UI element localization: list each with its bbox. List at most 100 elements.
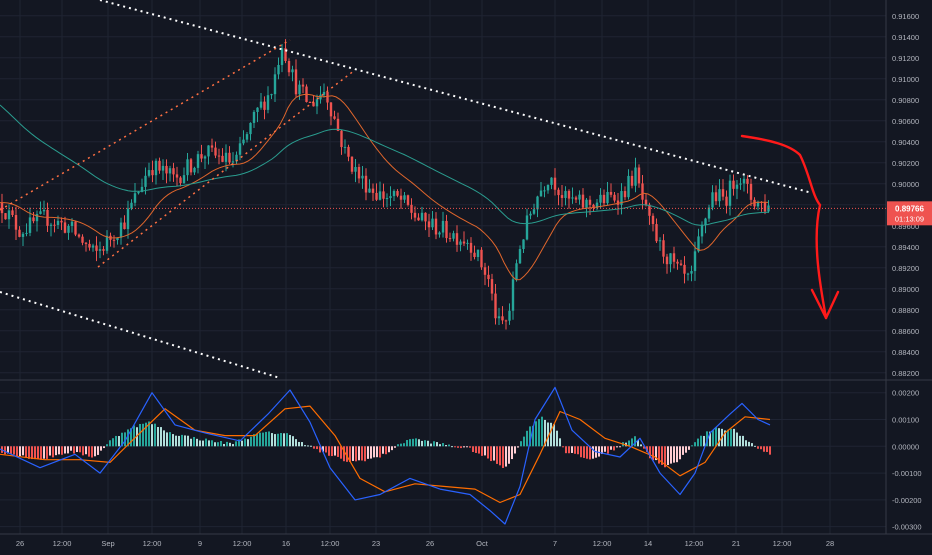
time-tick-label-7: 12:00 (321, 539, 340, 548)
candle-body-131 (459, 241, 462, 245)
oscillator-axis: 0.00200 0.00100 0.00000 -0.00100 -0.00200 -0.… (892, 389, 922, 532)
histogram-bar-195 (586, 446, 588, 459)
time-tick-label-9: 26 (426, 539, 434, 548)
histogram-bar-196 (589, 446, 591, 460)
histogram-bar-171 (514, 446, 516, 454)
histogram-bar-158 (475, 446, 477, 453)
time-tick-label-13: 14 (644, 539, 652, 548)
candle-body-9 (32, 217, 35, 222)
candle-body-88 (308, 101, 312, 103)
histogram-bar-230 (691, 445, 693, 447)
candle-body-50 (175, 174, 179, 178)
histogram-bar-61 (184, 435, 186, 447)
histogram-bar-17 (52, 446, 54, 458)
price-tick-label-7: 0.90200 (892, 159, 919, 168)
oscillator-tick-label-3: -0.00100 (892, 469, 922, 478)
candle-body-172 (602, 194, 606, 204)
time-tick-label-4: 9 (198, 539, 202, 548)
candle-body-184 (644, 199, 648, 205)
candle-body-86 (301, 84, 305, 87)
candle-body-43 (151, 170, 154, 176)
candle-body-163 (571, 197, 574, 199)
candle-body-166 (581, 194, 585, 208)
histogram-bar-30 (91, 446, 93, 458)
histogram-bar-27 (82, 446, 84, 456)
candle-body-198 (693, 251, 697, 272)
histogram-bar-108 (325, 446, 327, 453)
last-price-badge-bg (887, 201, 932, 226)
histogram-bar-20 (61, 446, 63, 455)
candle-body-191 (669, 253, 672, 265)
candle-body-125 (438, 232, 441, 235)
histogram-bar-124 (373, 446, 375, 458)
histogram-bar-23 (70, 446, 72, 451)
candle-body-102 (357, 166, 361, 179)
candle-body-206 (721, 189, 725, 197)
histogram-bar-115 (346, 446, 348, 462)
histogram-bar-160 (481, 446, 483, 456)
candle-body-207 (725, 196, 728, 206)
candle-body-169 (592, 204, 595, 209)
histogram-bar-141 (424, 440, 426, 447)
candle-body-145 (508, 310, 511, 321)
candle-body-30 (105, 235, 109, 251)
candle-body-173 (606, 191, 609, 204)
histogram-bar-138 (415, 438, 417, 447)
histogram-bar-223 (670, 446, 672, 464)
candle-body-185 (648, 204, 651, 216)
candle-body-95 (333, 116, 336, 119)
histogram-bar-233 (700, 435, 702, 447)
price-tick-label-8: 0.90000 (892, 180, 919, 189)
candle-body-159 (557, 189, 560, 196)
histogram-bar-106 (319, 446, 321, 453)
candle-body-183 (641, 183, 644, 200)
last-price-value: 0.89766 (895, 204, 924, 213)
histogram-bar-10 (31, 446, 33, 460)
candle-body-119 (417, 217, 420, 221)
histogram-bar-142 (427, 440, 429, 447)
candle-body-175 (613, 194, 616, 201)
price-tick-label-12: 0.89200 (892, 264, 919, 273)
candle-body-155 (543, 190, 546, 192)
time-tick-label-2: Sep (101, 539, 114, 548)
histogram-bar-210 (631, 438, 633, 447)
candle-body-90 (315, 99, 319, 107)
histogram-bar-202 (607, 446, 609, 454)
trendline-lower-dotted (0, 291, 281, 379)
candle-body-64 (224, 152, 228, 162)
histogram-bar-97 (292, 436, 294, 447)
candle-body-65 (228, 152, 231, 163)
candle-body-21 (74, 221, 77, 235)
candle-body-74 (259, 101, 263, 108)
candle-body-63 (221, 155, 224, 162)
candle-body-55 (193, 167, 196, 173)
price-tick-label-10: 0.89600 (892, 222, 919, 231)
time-tick-label-1: 12:00 (53, 539, 72, 548)
histogram-bar-34 (103, 446, 105, 449)
histogram-bar-147 (442, 443, 444, 447)
candle-body-25 (88, 243, 91, 248)
candle-body-94 (329, 102, 333, 117)
candle-body-156 (546, 184, 550, 191)
candle-body-4 (14, 215, 18, 230)
candle-body-160 (560, 195, 564, 198)
histogram-bar-189 (568, 446, 570, 454)
candle-body-80 (280, 48, 284, 65)
histogram-bar-218 (655, 446, 657, 461)
histogram-bar-36 (109, 440, 111, 447)
histogram-bar-117 (352, 446, 354, 461)
candle-body-57 (200, 154, 203, 159)
histogram-bar-203 (610, 446, 612, 450)
candle-body-103 (361, 175, 364, 179)
histogram-bar-116 (349, 446, 351, 463)
candle-body-81 (284, 48, 287, 61)
histogram-bar-168 (505, 446, 507, 467)
histogram-bar-32 (97, 446, 99, 455)
histogram-bar-246 (739, 435, 741, 447)
histogram-bar-220 (661, 446, 663, 465)
candle-body-174 (609, 191, 613, 195)
histogram-bar-43 (130, 428, 132, 447)
histogram-bar-169 (508, 446, 510, 464)
